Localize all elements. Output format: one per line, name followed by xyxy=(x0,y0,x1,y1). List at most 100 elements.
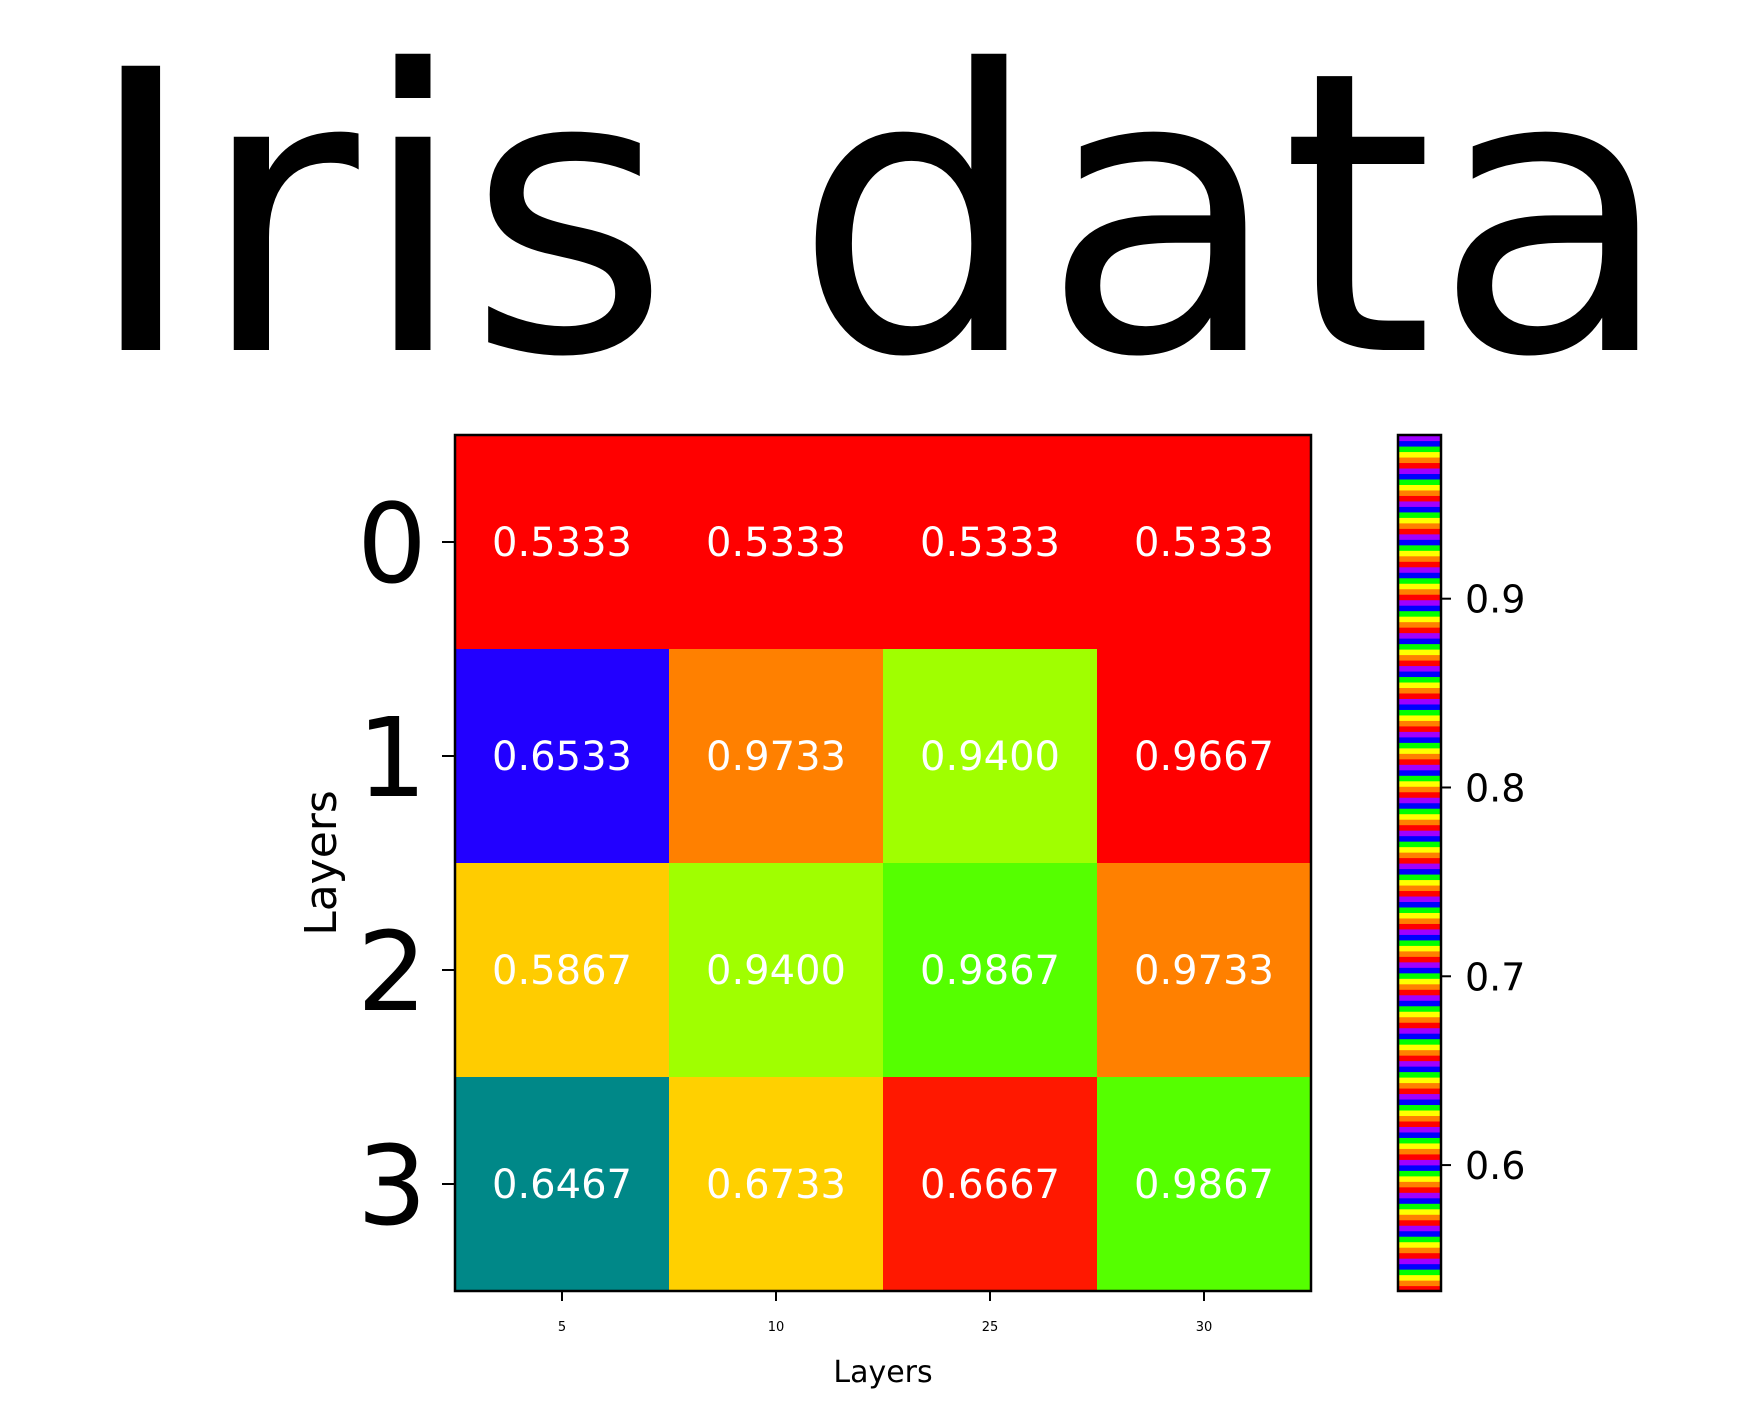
colorbar-stripe xyxy=(1398,1126,1441,1133)
colorbar-stripe xyxy=(1398,1033,1441,1040)
heatmap-cell xyxy=(883,863,1098,1078)
colorbar-stripe xyxy=(1398,956,1441,963)
x-tick-label: 25 xyxy=(982,1320,999,1335)
cell-value-label: 0.5333 xyxy=(492,520,632,566)
colorbar-stripe xyxy=(1398,928,1441,935)
colorbar-stripe xyxy=(1398,775,1441,782)
y-axis-label: Layers xyxy=(296,790,347,936)
colorbar-stripe xyxy=(1398,742,1441,749)
colorbar-stripe xyxy=(1398,731,1441,738)
colorbar-stripe xyxy=(1398,1236,1441,1243)
x-axis-ticks: 5 10 25 30 xyxy=(558,1291,1212,1335)
colorbar-stripe xyxy=(1398,912,1441,919)
cell-value-label: 0.9400 xyxy=(920,734,1060,780)
colorbar-stripe xyxy=(1398,780,1441,787)
colorbar-stripe xyxy=(1398,950,1441,957)
colorbar-stripe xyxy=(1398,692,1441,699)
colorbar-stripe xyxy=(1398,906,1441,913)
heatmap-cell xyxy=(455,435,670,650)
y-tick-label: 3 xyxy=(357,1122,427,1250)
colorbar-stripe xyxy=(1398,967,1441,974)
colorbar-stripe xyxy=(1398,1197,1441,1204)
colorbar-stripe xyxy=(1398,1170,1441,1177)
colorbar-stripe xyxy=(1398,555,1441,562)
colorbar-stripe xyxy=(1398,670,1441,678)
colorbar-stripe xyxy=(1398,758,1441,765)
colorbar-stripe xyxy=(1398,1044,1441,1051)
colorbar-stripe xyxy=(1398,451,1441,458)
colorbar-stripe xyxy=(1398,884,1441,892)
colorbar-frame xyxy=(1396,433,1443,1293)
cell-value-label: 0.6667 xyxy=(920,1162,1060,1208)
colorbar-stripe xyxy=(1398,1263,1441,1270)
colorbar-stripe xyxy=(1398,1055,1441,1062)
colorbar-stripe xyxy=(1398,819,1441,826)
cell-value-label: 0.9733 xyxy=(1134,948,1274,994)
colorbar-stripe xyxy=(1398,1120,1441,1127)
colorbar-stripe xyxy=(1398,890,1441,897)
colorbar-stripe xyxy=(1398,1164,1441,1171)
colorbar-tick-label: 0.6 xyxy=(1465,1144,1525,1188)
colorbar-stripe xyxy=(1398,714,1441,721)
colorbar-stripe xyxy=(1398,1011,1441,1018)
colorbar-stripe xyxy=(1398,616,1441,623)
colorbar-stripe xyxy=(1398,1066,1441,1073)
y-axis-ticks: 0 1 2 3 xyxy=(357,480,455,1250)
colorbar-stripe xyxy=(1398,511,1441,518)
colorbar-stripe xyxy=(1398,808,1441,815)
colorbar-stripe xyxy=(1398,605,1441,612)
colorbar-stripe xyxy=(1398,1280,1441,1287)
colorbar-stripe xyxy=(1398,1203,1441,1210)
colorbar-stripe xyxy=(1398,456,1441,464)
plot-frame xyxy=(453,433,1313,1293)
heatmap-cell xyxy=(455,863,670,1078)
colorbar-stripe xyxy=(1398,676,1441,683)
colorbar-stripe xyxy=(1398,1181,1441,1188)
colorbar-stripe xyxy=(1398,577,1441,584)
colorbar-stripe xyxy=(1398,610,1441,617)
colorbar-stripe xyxy=(1398,1000,1441,1007)
colorbar-stripe xyxy=(1398,1247,1441,1254)
colorbar-stripe xyxy=(1398,989,1441,996)
colorbar-stripe xyxy=(1398,934,1441,941)
colorbar-stripe xyxy=(1398,1098,1441,1106)
colorbar-stripe xyxy=(1398,572,1441,579)
colorbar-stripe xyxy=(1398,506,1441,513)
colorbar-stripe xyxy=(1398,462,1441,469)
colorbar-stripe xyxy=(1398,720,1441,727)
colorbar-stripe xyxy=(1398,588,1441,595)
colorbar-stripe xyxy=(1398,846,1441,853)
cell-value-label: 0.9667 xyxy=(1134,734,1274,780)
cell-value-label: 0.9867 xyxy=(920,948,1060,994)
heatmap-cell xyxy=(669,1077,884,1292)
colorbar-stripe xyxy=(1398,528,1441,535)
y-tick-label: 1 xyxy=(357,694,427,822)
heatmap-cell xyxy=(669,649,884,864)
colorbar-stripe xyxy=(1398,1274,1441,1281)
colorbar-stripe xyxy=(1398,1219,1441,1226)
colorbar-stripe xyxy=(1398,961,1441,968)
heatmap-cell xyxy=(669,435,884,650)
colorbar-stripe xyxy=(1398,725,1441,732)
colorbar-stripe xyxy=(1398,632,1441,639)
cell-value-label: 0.9733 xyxy=(706,734,846,780)
colorbar-stripe xyxy=(1398,638,1441,645)
colorbar-stripe xyxy=(1398,901,1441,908)
colorbar-stripe xyxy=(1398,939,1441,946)
colorbar-stripe xyxy=(1398,945,1441,952)
colorbar-stripe xyxy=(1398,1022,1441,1029)
colorbar-stripe xyxy=(1398,1016,1441,1023)
colorbar-stripe xyxy=(1398,583,1441,590)
colorbar-stripe xyxy=(1398,561,1441,568)
colorbar-stripe xyxy=(1398,769,1441,776)
colorbar-stripe xyxy=(1398,747,1441,754)
colorbar-stripe xyxy=(1398,736,1441,743)
colorbar-stripe xyxy=(1398,791,1441,798)
y-tick-label: 0 xyxy=(357,480,427,608)
colorbar-stripe xyxy=(1398,1087,1441,1095)
colorbar-stripe xyxy=(1398,1153,1441,1160)
colorbar-stripe xyxy=(1398,550,1441,557)
colorbar-stripe xyxy=(1398,1049,1441,1056)
heatmap-cell xyxy=(669,863,884,1078)
